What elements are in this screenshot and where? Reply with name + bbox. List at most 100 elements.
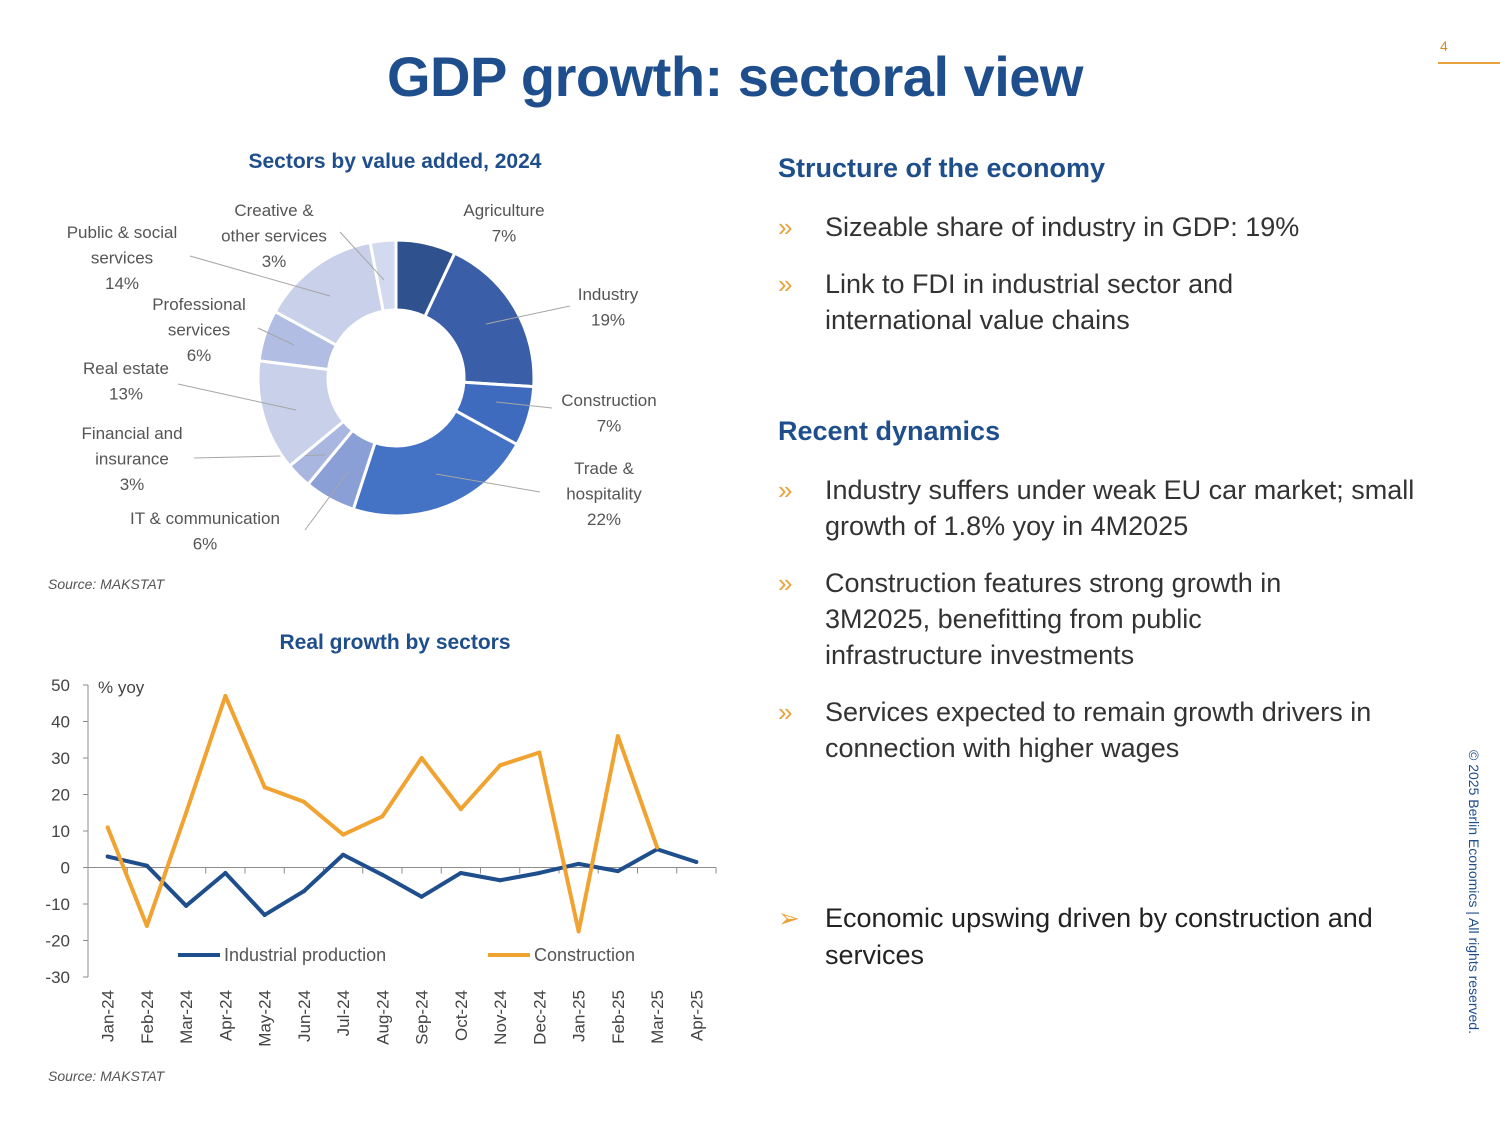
bullet-mark: » bbox=[778, 697, 793, 727]
x-tick-label: Feb-25 bbox=[609, 990, 628, 1044]
conclusion-text: Economic upswing driven by construction … bbox=[825, 903, 1373, 970]
bullet-mark: » bbox=[778, 269, 793, 299]
bullet-mark: » bbox=[778, 212, 793, 242]
y-tick-label: 50 bbox=[51, 676, 70, 695]
bullet-text: Sizeable share of industry in GDP: 19% bbox=[825, 212, 1300, 242]
data-point bbox=[301, 799, 306, 804]
data-point bbox=[655, 845, 660, 850]
data-point bbox=[458, 870, 463, 875]
pie-data-label: Creative & other services 3% bbox=[221, 201, 327, 271]
pie-slice bbox=[351, 408, 519, 518]
data-point bbox=[341, 852, 346, 857]
pie-leader-line bbox=[257, 327, 295, 346]
pie-label-line: Public & social bbox=[67, 223, 178, 242]
pie-label-line: Financial and bbox=[81, 424, 182, 443]
bullet-text: Construction features strong growth in 3… bbox=[825, 568, 1282, 670]
series-line bbox=[107, 847, 697, 917]
data-point bbox=[144, 863, 149, 868]
pie-slice bbox=[422, 251, 536, 389]
line-chart-title: Real growth by sectors bbox=[279, 631, 511, 654]
pie-leader-line bbox=[435, 473, 541, 493]
arrow-bullet-icon: ➢ bbox=[778, 903, 800, 933]
y-axis-label: % yoy bbox=[98, 678, 145, 697]
bullet-text: Industry suffers under weak EU car marke… bbox=[825, 475, 1415, 541]
data-point bbox=[380, 814, 385, 819]
data-point bbox=[537, 870, 542, 875]
data-point bbox=[576, 929, 581, 934]
x-tick-label: Apr-25 bbox=[687, 990, 706, 1041]
pie-label-line: hospitality bbox=[566, 485, 642, 504]
data-point bbox=[576, 861, 581, 866]
pie-label-line: insurance bbox=[95, 450, 169, 469]
data-point bbox=[341, 832, 346, 837]
bullet-mark: » bbox=[778, 475, 793, 505]
pie-leader-line bbox=[485, 305, 571, 325]
pie-label-line: 3% bbox=[262, 252, 287, 271]
pie-chart: Agriculture 7% Industry 19% Construction 7% Tr… bbox=[67, 201, 657, 554]
legend-label: Construction bbox=[534, 945, 635, 965]
x-tick-label: Dec-24 bbox=[530, 990, 549, 1045]
data-point bbox=[223, 870, 228, 875]
x-tick-label: Jan-24 bbox=[99, 990, 118, 1042]
x-tick-label: Mar-25 bbox=[648, 990, 667, 1044]
page-title: GDP growth: sectoral view bbox=[387, 45, 1083, 108]
data-point bbox=[262, 912, 267, 917]
pie-data-label: Public & social services 14% bbox=[67, 223, 178, 293]
data-point bbox=[105, 825, 110, 830]
pie-data-label: Financial and insurance 3% bbox=[81, 424, 182, 494]
pie-label-line: 7% bbox=[492, 227, 517, 246]
x-tick-label: Nov-24 bbox=[491, 990, 510, 1045]
data-point bbox=[615, 734, 620, 739]
data-point bbox=[105, 854, 110, 859]
y-tick-label: 20 bbox=[51, 786, 70, 805]
pie-data-label: Industry 19% bbox=[578, 285, 639, 330]
x-tick-label: Jan-25 bbox=[570, 990, 589, 1042]
data-point bbox=[419, 894, 424, 899]
pie-chart-title: Sectors by value added, 2024 bbox=[248, 150, 542, 173]
x-tick-label: May-24 bbox=[256, 990, 275, 1047]
bullet-mark: » bbox=[778, 568, 793, 598]
pie-label-line: Creative & bbox=[234, 201, 314, 220]
pie-data-label: Professional services 6% bbox=[152, 295, 246, 365]
bullet-text: Services expected to remain growth drive… bbox=[825, 697, 1372, 763]
pie-label-line: 22% bbox=[587, 510, 621, 529]
y-tick-label: 10 bbox=[51, 822, 70, 841]
x-tick-label: Mar-24 bbox=[177, 990, 196, 1044]
data-point bbox=[498, 763, 503, 768]
x-tick-label: Aug-24 bbox=[373, 990, 392, 1045]
data-point bbox=[694, 860, 699, 865]
data-point bbox=[615, 869, 620, 874]
pie-label-line: Agriculture bbox=[463, 201, 544, 220]
pie-leader-line bbox=[495, 401, 553, 409]
data-point bbox=[537, 750, 542, 755]
pie-label-line: 19% bbox=[591, 311, 625, 330]
pie-label-line: services bbox=[168, 321, 230, 340]
structure-heading: Structure of the economy bbox=[778, 153, 1106, 183]
y-tick-label: -10 bbox=[45, 895, 70, 914]
pie-label-line: services bbox=[91, 249, 153, 268]
x-tick-label: Feb-24 bbox=[138, 990, 157, 1044]
pie-data-label: Real estate 13% bbox=[83, 359, 169, 404]
x-tick-label: Oct-24 bbox=[452, 990, 471, 1041]
series-line bbox=[105, 693, 660, 934]
pie-leader-line bbox=[189, 255, 331, 297]
y-tick-label: -30 bbox=[45, 968, 70, 987]
pie-data-label: IT & communication 6% bbox=[130, 509, 280, 554]
pie-label-line: 6% bbox=[187, 346, 212, 365]
pie-data-label: Construction 7% bbox=[561, 391, 656, 436]
pie-data-label: Agriculture 7% bbox=[463, 201, 544, 246]
x-tick-label: Sep-24 bbox=[413, 990, 432, 1045]
data-point bbox=[419, 756, 424, 760]
x-tick-label: Apr-24 bbox=[216, 990, 235, 1041]
y-tick-label: 30 bbox=[51, 749, 70, 768]
pie-data-label: Trade & hospitality 22% bbox=[566, 459, 642, 529]
dynamics-heading: Recent dynamics bbox=[778, 416, 1001, 446]
y-tick-label: 0 bbox=[61, 859, 70, 878]
data-point bbox=[301, 889, 306, 894]
pie-label-line: 7% bbox=[597, 417, 622, 436]
pie-label-line: IT & communication bbox=[130, 509, 280, 528]
data-point bbox=[458, 807, 463, 812]
pie-label-line: 13% bbox=[109, 385, 143, 404]
pie-label-line: 14% bbox=[105, 274, 139, 293]
pie-label-line: Trade & bbox=[574, 459, 635, 478]
